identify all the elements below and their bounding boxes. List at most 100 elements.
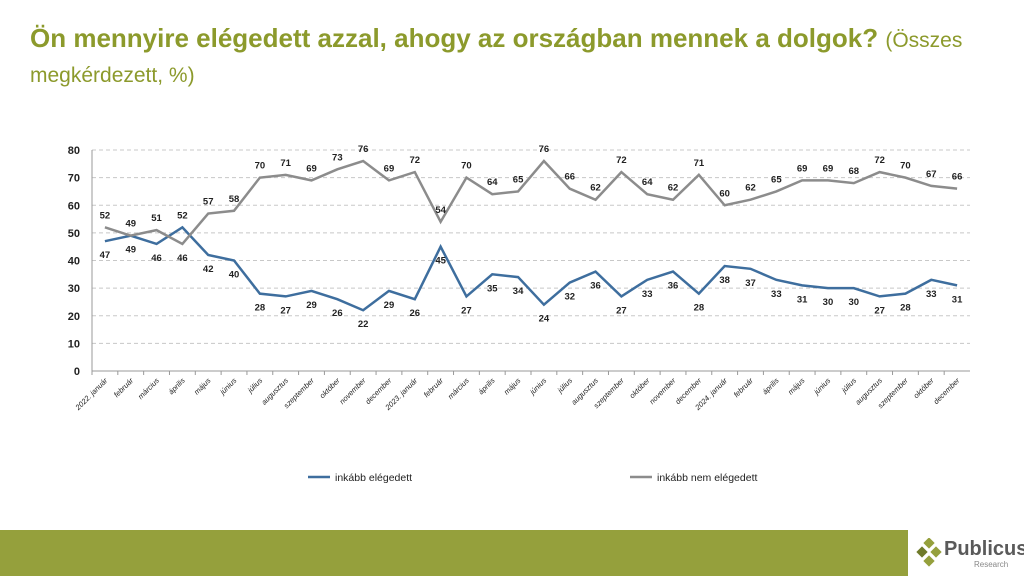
- y-tick-label: 40: [68, 256, 80, 268]
- data-label: 62: [590, 183, 601, 194]
- data-label: 76: [358, 144, 369, 155]
- data-label: 33: [926, 289, 937, 300]
- data-label: 69: [823, 163, 834, 174]
- data-label: 58: [229, 194, 240, 205]
- data-label: 66: [952, 172, 963, 183]
- y-tick-label: 0: [74, 366, 80, 378]
- data-label: 28: [900, 303, 911, 314]
- x-tick-label: október: [318, 376, 342, 400]
- data-label: 51: [151, 213, 162, 224]
- y-tick-label: 80: [68, 145, 80, 157]
- data-label: 31: [797, 294, 808, 305]
- data-label: 49: [125, 245, 136, 256]
- data-label: 24: [539, 314, 550, 325]
- data-label: 40: [229, 270, 240, 281]
- x-tick-label: március: [446, 376, 471, 401]
- data-label: 33: [642, 289, 653, 300]
- data-label: 36: [668, 281, 679, 292]
- series-line-0: [104, 225, 958, 312]
- data-label: 28: [694, 303, 705, 314]
- title-main: Ön mennyire elégedett azzal, ahogy az or…: [30, 23, 879, 53]
- x-tick-label: február: [112, 376, 136, 400]
- x-tick-label: július: [245, 376, 264, 395]
- data-label: 34: [513, 286, 524, 297]
- data-label: 30: [849, 297, 860, 308]
- data-label: 76: [539, 144, 550, 155]
- data-label: 42: [203, 264, 214, 275]
- x-tick-label: június: [527, 376, 548, 397]
- x-tick-label: június: [218, 376, 239, 397]
- y-tick-label: 70: [68, 173, 80, 185]
- data-label: 69: [797, 163, 808, 174]
- logo-diamond-icon: [916, 538, 942, 567]
- data-label: 69: [384, 163, 395, 174]
- data-label: 65: [513, 174, 524, 185]
- data-label: 54: [435, 205, 446, 216]
- data-label: 67: [926, 169, 937, 180]
- data-label: 70: [255, 161, 266, 172]
- data-label: 26: [332, 308, 343, 319]
- data-label: 65: [771, 174, 782, 185]
- chart-title: Ön mennyire elégedett azzal, ahogy az or…: [30, 22, 1020, 92]
- data-label: 27: [616, 305, 627, 316]
- x-tick-label: október: [912, 376, 936, 400]
- data-label: 35: [487, 283, 498, 294]
- data-label: 52: [177, 210, 188, 221]
- data-label: 64: [487, 177, 498, 188]
- data-label: 31: [952, 294, 963, 305]
- y-tick-label: 30: [68, 283, 80, 295]
- data-label: 68: [849, 166, 860, 177]
- x-tick-label: december: [932, 376, 962, 406]
- data-label: 33: [771, 289, 782, 300]
- legend-label: inkább nem elégedett: [657, 472, 757, 484]
- y-tick-label: 10: [68, 338, 80, 350]
- x-tick-label: november: [338, 376, 368, 406]
- data-label: 37: [745, 278, 756, 289]
- data-label: 30: [823, 297, 834, 308]
- x-tick-label: március: [136, 376, 161, 401]
- x-tick-label: május: [786, 376, 807, 397]
- data-label: 64: [642, 177, 653, 188]
- y-tick-label: 60: [68, 200, 80, 212]
- data-label: 52: [100, 210, 111, 221]
- data-label: 72: [616, 155, 627, 166]
- x-tick-label: június: [811, 376, 832, 397]
- data-label: 27: [280, 305, 291, 316]
- data-label: 62: [668, 183, 679, 194]
- x-tick-label: július: [555, 376, 574, 395]
- title-subtitle: (Összes megkérdezett, %): [30, 29, 963, 87]
- y-tick-label: 50: [68, 228, 80, 240]
- data-label: 49: [125, 219, 136, 230]
- data-label: 71: [694, 158, 705, 169]
- data-label: 62: [745, 183, 756, 194]
- legend-label: inkább elégedett: [335, 472, 412, 484]
- data-label: 47: [100, 250, 111, 261]
- x-tick-label: február: [422, 376, 446, 400]
- data-label: 32: [564, 292, 575, 303]
- data-label: 28: [255, 303, 266, 314]
- series-line-1: [104, 159, 958, 246]
- data-label: 60: [719, 188, 730, 199]
- data-label: 36: [590, 281, 601, 292]
- data-label: 29: [384, 300, 395, 311]
- footer-bar: [0, 530, 908, 576]
- x-tick-label: július: [839, 376, 858, 395]
- x-tick-label: november: [647, 376, 677, 406]
- data-label: 26: [410, 308, 421, 319]
- logo-name: Publicus: [944, 538, 1024, 560]
- logo-sub: Research: [974, 560, 1009, 569]
- x-tick-label: május: [502, 376, 523, 397]
- x-tick-label: május: [192, 376, 213, 397]
- data-label: 69: [306, 163, 317, 174]
- data-label: 70: [461, 161, 472, 172]
- x-tick-label: április: [476, 376, 496, 396]
- data-label: 57: [203, 197, 214, 208]
- data-label: 66: [564, 172, 575, 183]
- data-label: 46: [151, 253, 162, 264]
- x-tick-label: 2022. január: [73, 376, 110, 413]
- data-label: 73: [332, 152, 343, 163]
- publicus-logo: Publicus Research: [916, 536, 1024, 572]
- x-tick-label: április: [761, 376, 781, 396]
- data-label: 70: [900, 161, 911, 172]
